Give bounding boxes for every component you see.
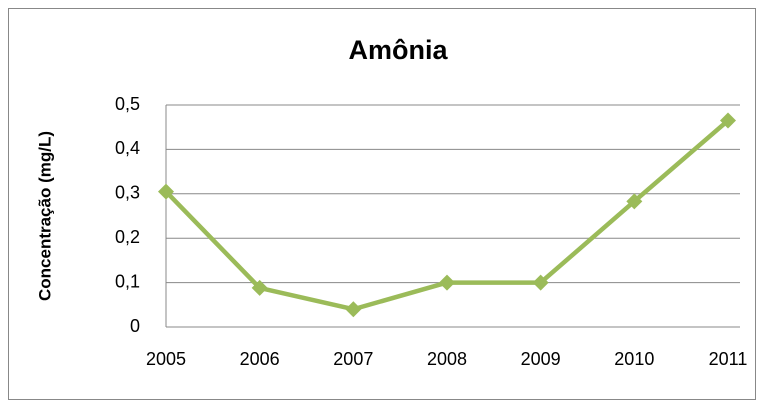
y-tick-label: 0,2 xyxy=(115,227,140,247)
x-tick-label: 2008 xyxy=(427,349,467,369)
chart-border xyxy=(8,8,756,400)
y-tick-label: 0,1 xyxy=(115,271,140,291)
marker xyxy=(720,112,736,129)
y-tick-label: 0,3 xyxy=(115,183,140,203)
marker xyxy=(626,193,643,210)
x-tick-label: 2011 xyxy=(709,349,748,369)
y-tick-label: 0 xyxy=(130,316,140,336)
marker xyxy=(158,183,174,200)
marker xyxy=(251,279,268,296)
marker xyxy=(439,274,455,291)
x-tick-label: 2010 xyxy=(614,349,654,369)
y-tick-label: 0,4 xyxy=(115,138,140,158)
y-tick-label: 0,5 xyxy=(115,94,140,114)
y-axis-label: Concentração (mg/L) xyxy=(35,131,54,301)
marker xyxy=(532,274,549,291)
chart-title: Amônia xyxy=(348,35,448,65)
marker xyxy=(345,301,362,318)
x-tick-label: 2007 xyxy=(333,349,373,369)
x-tick-label: 2005 xyxy=(146,349,186,369)
x-tick-label: 2009 xyxy=(521,349,561,369)
x-tick-label: 2006 xyxy=(240,349,280,369)
